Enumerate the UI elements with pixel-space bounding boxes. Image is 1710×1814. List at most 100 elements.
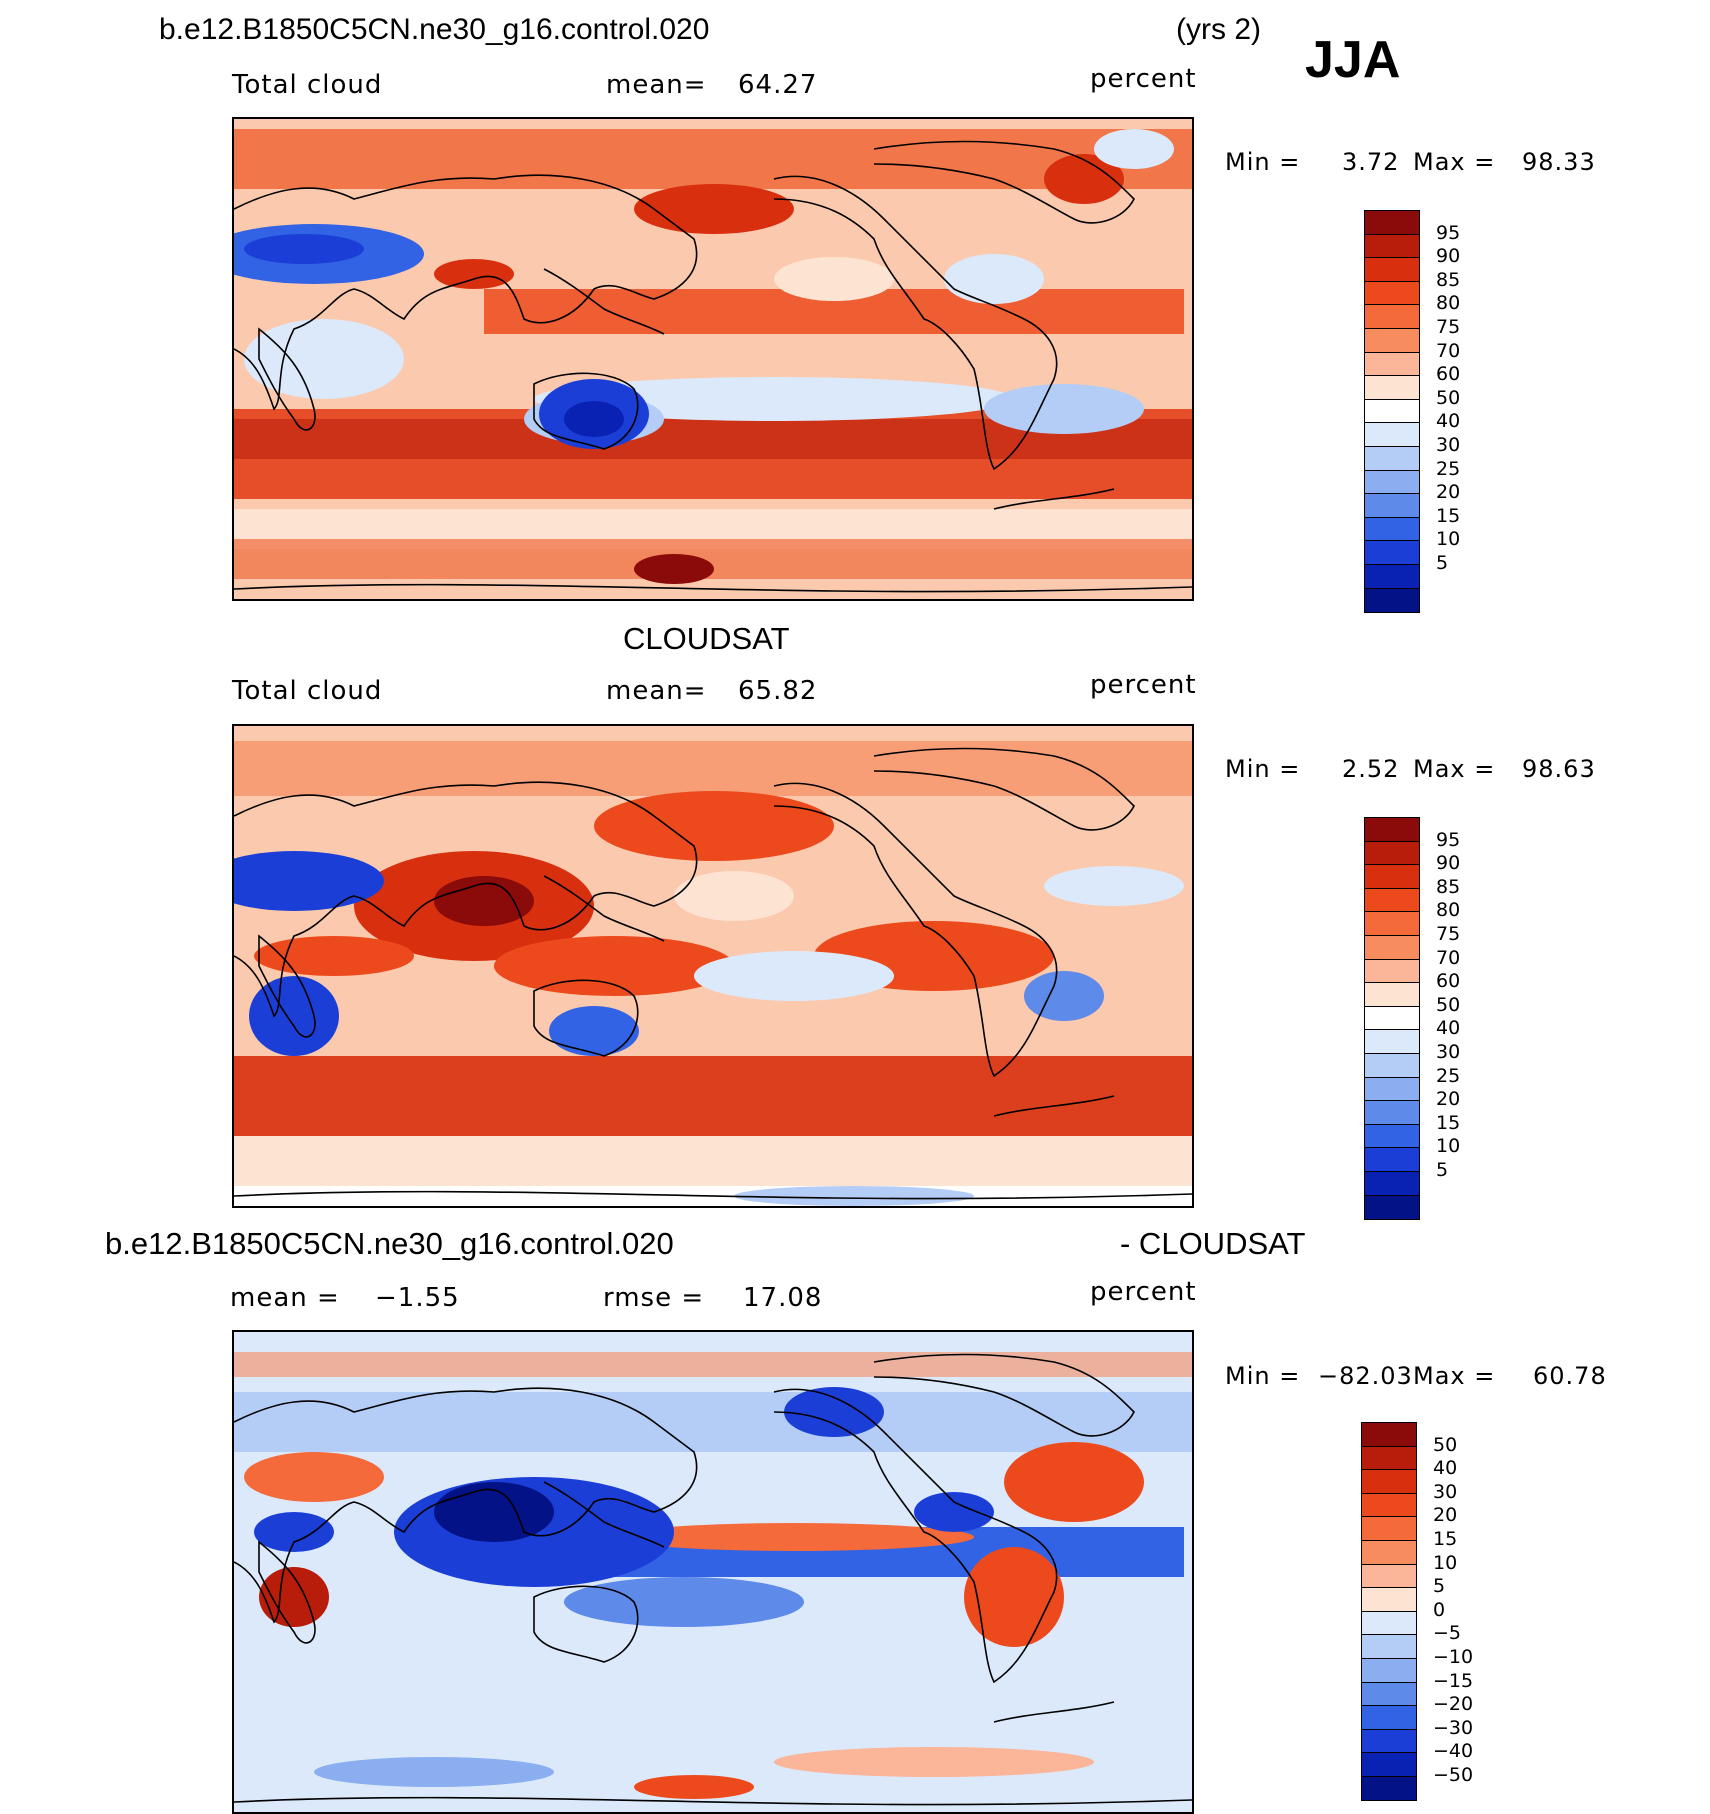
panel3-map-svg [234, 1332, 1192, 1812]
colorbar-tick-label: −20 [1433, 1693, 1474, 1716]
panel1-units: percent [1090, 64, 1197, 94]
colorbar-swatch [1364, 840, 1420, 866]
panel2-title: CLOUDSAT [623, 621, 790, 656]
panel1-map [232, 117, 1194, 601]
season-label: JJA [1305, 31, 1401, 89]
colorbar-tick-label: 20 [1436, 481, 1461, 504]
colorbar-swatch [1364, 587, 1420, 613]
colorbar-tick-label: 70 [1436, 946, 1461, 969]
colorbar-swatch [1364, 422, 1420, 448]
colorbar-swatch [1364, 280, 1420, 306]
years-label: (yrs 2) [1176, 13, 1261, 46]
colorbar-swatch [1361, 1610, 1417, 1636]
colorbar-swatch [1364, 516, 1420, 542]
panel3-title-right: - CLOUDSAT [1120, 1226, 1306, 1261]
colorbar-swatch [1364, 1100, 1420, 1126]
colorbar-tick-label: 80 [1436, 292, 1461, 315]
panel3-mean-label: mean = [230, 1283, 340, 1313]
colorbar-swatch [1364, 493, 1420, 519]
colorbar-tick-label: 30 [1436, 434, 1461, 456]
colorbar-swatch [1361, 1563, 1417, 1589]
colorbar-swatch [1364, 1194, 1420, 1220]
colorbar-swatch [1364, 469, 1420, 495]
panel1-left-label: Total cloud [232, 70, 383, 100]
colorbar-tick-label: 10 [1436, 1135, 1461, 1158]
colorbar-swatch [1364, 1147, 1420, 1173]
colorbar-tick-label: 15 [1436, 1111, 1461, 1134]
colorbar-swatch [1364, 328, 1420, 354]
colorbar-swatch [1364, 1053, 1420, 1079]
panel3-max-label: Max = [1413, 1362, 1496, 1390]
colorbar-tick-label: 25 [1436, 457, 1461, 480]
colorbar-tick-label: 60 [1436, 970, 1461, 993]
colorbar-swatch [1361, 1422, 1417, 1448]
panel3-min-label: Min = [1225, 1362, 1301, 1390]
colorbar-tick-label: 40 [1436, 1017, 1461, 1040]
colorbar-swatch [1364, 351, 1420, 377]
colorbar-tick-label: 20 [1433, 1504, 1458, 1527]
colorbar-tick-label: 75 [1436, 923, 1461, 945]
panel1-max-value: 98.33 [1522, 148, 1596, 176]
colorbar-swatch [1364, 210, 1420, 236]
colorbar-swatch [1364, 446, 1420, 472]
panel3-mean-value: −1.55 [375, 1283, 460, 1313]
colorbar-tick-label: −5 [1433, 1622, 1462, 1645]
panel1-min-value: 3.72 [1342, 148, 1400, 176]
colorbar-swatch [1364, 958, 1420, 984]
panel2-mean-value: 65.82 [738, 676, 818, 706]
panel3-map [232, 1330, 1194, 1814]
colorbar-tick-label: 20 [1436, 1088, 1461, 1111]
panel2-min-value: 2.52 [1342, 755, 1400, 783]
colorbar-swatch [1361, 1658, 1417, 1684]
panel3-min-value: −82.03 [1318, 1362, 1413, 1390]
panel3-rmse-label: rmse = [603, 1283, 705, 1313]
colorbar-tick-label: 10 [1433, 1551, 1458, 1574]
colorbar-swatch [1364, 1029, 1420, 1055]
panel2-max-value: 98.63 [1522, 755, 1596, 783]
colorbar-swatch [1364, 375, 1420, 401]
colorbar-tick-label: 40 [1436, 410, 1461, 433]
colorbar-tick-label: 40 [1433, 1457, 1458, 1480]
colorbar-swatch [1361, 1516, 1417, 1542]
colorbar-swatch [1364, 1123, 1420, 1149]
colorbar-tick-label: 95 [1436, 221, 1461, 244]
colorbar-swatch [1364, 304, 1420, 330]
colorbar-swatch [1364, 257, 1420, 283]
colorbar-swatch [1361, 1776, 1417, 1802]
panel1-mean-value: 64.27 [738, 70, 818, 100]
colorbar-swatch [1361, 1728, 1417, 1754]
panel2-mean-label: mean= [606, 676, 707, 706]
panel2-map [232, 724, 1194, 1208]
colorbar-swatch [1361, 1681, 1417, 1707]
colorbar-swatch [1361, 1587, 1417, 1613]
colorbar-swatch [1364, 982, 1420, 1008]
case-title: b.e12.B1850C5CN.ne30_g16.control.020 [159, 13, 710, 46]
colorbar-swatch [1361, 1705, 1417, 1731]
colorbar-tick-label: 85 [1436, 268, 1461, 291]
panel3-rmse-value: 17.08 [743, 1283, 823, 1313]
colorbar-swatch [1361, 1752, 1417, 1778]
colorbar-tick-label: 60 [1436, 363, 1461, 386]
colorbar-tick-label: 50 [1436, 993, 1461, 1016]
panel3-units: percent [1090, 1277, 1197, 1307]
colorbar-swatch [1361, 1540, 1417, 1566]
colorbar-swatch [1364, 911, 1420, 937]
colorbar-tick-label: −40 [1433, 1740, 1474, 1763]
colorbar-swatch [1364, 233, 1420, 259]
colorbar-tick-label: 90 [1436, 245, 1461, 268]
colorbar-tick-label: 70 [1436, 339, 1461, 362]
colorbar-tick-label: 50 [1436, 386, 1461, 409]
colorbar-tick-label: 5 [1433, 1575, 1446, 1598]
panel1-min-label: Min = [1225, 148, 1301, 176]
colorbar-tick-label: 25 [1436, 1064, 1461, 1087]
colorbar-tick-label: 15 [1433, 1528, 1458, 1550]
colorbar-tick-label: 85 [1436, 875, 1461, 898]
colorbar-tick-label: −15 [1433, 1669, 1474, 1692]
panel3-max-value: 60.78 [1533, 1362, 1607, 1390]
colorbar-swatch [1364, 398, 1420, 424]
colorbar-tick-label: 30 [1436, 1041, 1461, 1063]
colorbar-tick-label: −50 [1433, 1764, 1474, 1786]
panel1-mean-label: mean= [606, 70, 707, 100]
colorbar-tick-label: 10 [1436, 528, 1461, 551]
panel1-max-label: Max = [1413, 148, 1496, 176]
